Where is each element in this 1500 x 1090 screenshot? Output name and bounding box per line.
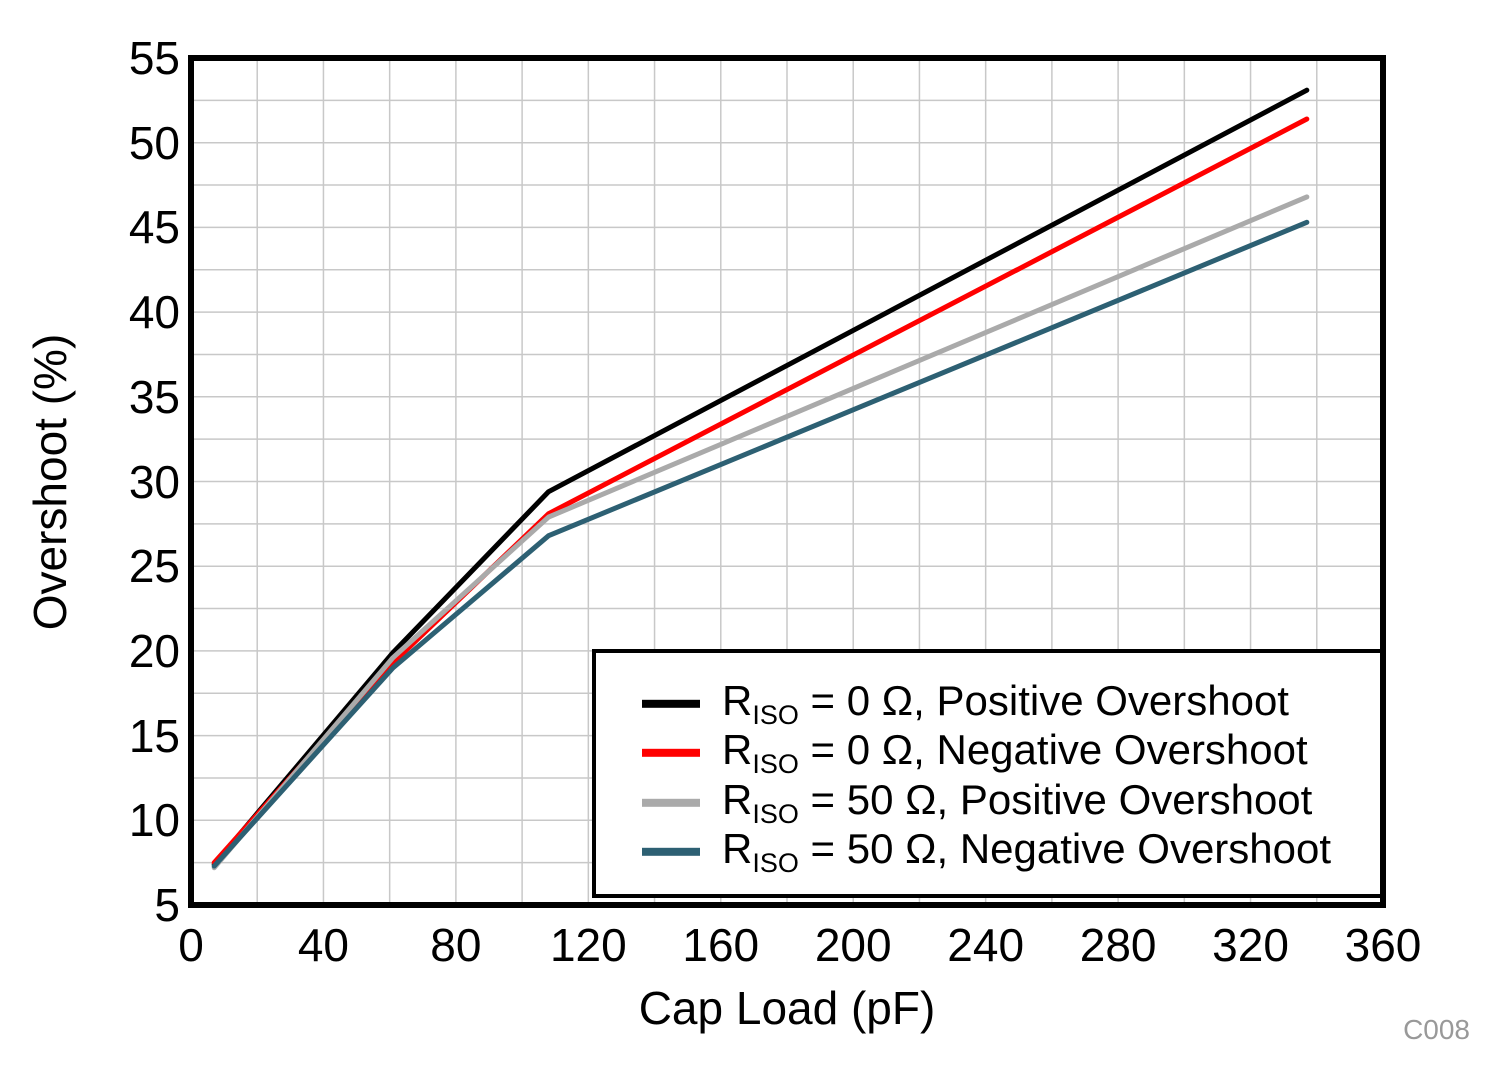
plot-border <box>188 55 1386 908</box>
x-tick-label: 320 <box>1212 919 1289 971</box>
legend-label-subscript: ISO <box>752 700 799 731</box>
y-tick-label: 10 <box>128 794 180 847</box>
legend-label-subscript: ISO <box>752 848 799 879</box>
y-tick-label: 35 <box>128 370 180 423</box>
series-line-2 <box>211 194 1310 871</box>
legend-line-swatch <box>642 749 700 758</box>
legend-row: RISO = 50 Ω, Negative Overshoot <box>596 825 1380 879</box>
series-line-3 <box>211 219 1310 869</box>
x-tick-label: 120 <box>549 919 627 971</box>
x-tick-label: 40 <box>297 919 350 971</box>
y-tick-label: 55 <box>128 32 180 84</box>
y-tick-label: 20 <box>128 624 180 677</box>
x-tick-label: 80 <box>430 919 482 971</box>
legend-label-subscript: ISO <box>752 749 799 780</box>
x-tick-label: 280 <box>1079 919 1157 971</box>
legend-line-swatch <box>642 798 700 807</box>
x-tick-label: 160 <box>682 919 760 971</box>
y-tick-label: 5 <box>154 879 180 931</box>
y-axis-title: Overshoot (%) <box>24 333 76 631</box>
y-tick-label: 30 <box>128 455 180 508</box>
legend-line-swatch <box>642 699 700 708</box>
y-tick-label: 45 <box>128 201 180 254</box>
y-tick-label: 40 <box>128 286 180 339</box>
x-tick-label: 360 <box>1344 919 1422 971</box>
series-line-0 <box>211 87 1310 867</box>
y-tick-label: 15 <box>128 709 180 762</box>
watermark-code: C008 <box>1403 1014 1470 1045</box>
legend-label-subscript: ISO <box>752 798 799 829</box>
x-tick-label: 240 <box>947 919 1025 971</box>
legend-label: RISO = 0 Ω, Negative Overshoot <box>722 726 1308 780</box>
legend-label: RISO = 0 Ω, Positive Overshoot <box>722 676 1289 731</box>
y-tick-label: 25 <box>128 540 180 593</box>
legend-label: RISO = 50 Ω, Positive Overshoot <box>722 775 1313 829</box>
legend-label: RISO = 50 Ω, Negative Overshoot <box>722 824 1332 879</box>
y-tick-label: 50 <box>128 116 180 169</box>
legend-row: RISO = 0 Ω, Negative Overshoot <box>596 726 1380 780</box>
legend-row: RISO = 0 Ω, Positive Overshoot <box>596 677 1380 731</box>
x-tick-label: 200 <box>814 919 892 971</box>
legend-box: RISO = 0 Ω, Positive Overshoot RISO = 0 Ω… <box>592 649 1384 898</box>
x-axis-title: Cap Load (pF) <box>638 982 936 1034</box>
x-tick-label: 0 <box>178 919 204 971</box>
legend-row: RISO = 50 Ω, Positive Overshoot <box>596 775 1380 829</box>
legend-line-swatch <box>642 847 700 856</box>
